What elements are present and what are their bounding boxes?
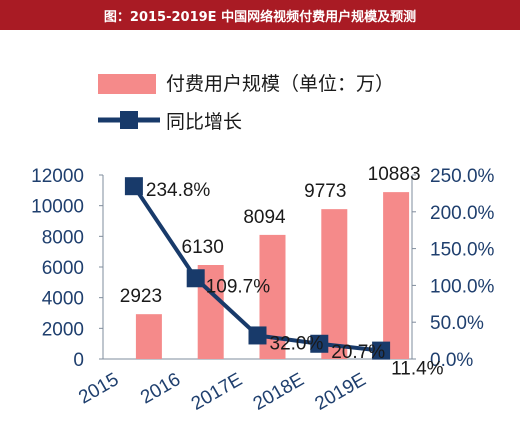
right-axis-tick-label: 250.0% — [430, 166, 495, 187]
x-axis-tick-label: 2015 — [75, 369, 122, 408]
line-marker — [310, 334, 329, 353]
bar — [383, 192, 410, 359]
line-value-label: 109.7% — [206, 276, 271, 297]
bar — [321, 209, 348, 359]
x-axis-tick-label: 2017E — [188, 369, 246, 415]
bar-value-label: 9773 — [304, 181, 346, 202]
bar-value-label: 2923 — [120, 286, 162, 307]
left-axis-tick-label: 10000 — [31, 197, 84, 218]
line-series — [124, 177, 391, 360]
combo-chart: 付费用户规模（单位：万） 同比增长 0 2000 4000 6000 8000 10000… — [31, 73, 495, 415]
left-axis-tick-label: 8000 — [42, 227, 84, 248]
left-axis-tick-label: 6000 — [42, 258, 84, 279]
x-axis-tick-label: 2019E — [312, 369, 370, 415]
right-axis-tick-label: 0.0% — [430, 350, 473, 371]
line-marker — [186, 269, 205, 288]
left-axis-tick-label: 4000 — [42, 289, 84, 310]
bar-value-label: 10883 — [368, 164, 421, 185]
bar-value-label: 6130 — [182, 237, 224, 258]
chart-title-bar: 图：2015-2019E 中国网络视频付费用户规模及预测 — [0, 0, 520, 30]
x-axis-tick-label: 2016 — [137, 369, 184, 408]
legend-line-marker — [120, 111, 138, 129]
left-axis-tick-label: 2000 — [42, 319, 84, 340]
line-marker — [124, 177, 143, 196]
line-value-label: 234.8% — [146, 180, 211, 201]
data-labels: 2923 6130 8094 9773 10883 234.8% 109.7% 32.0% 20… — [120, 164, 444, 379]
legend-bar-swatch — [98, 74, 156, 94]
line-value-label: 32.0% — [270, 333, 324, 354]
line-marker — [372, 341, 391, 360]
line-value-label: 20.7% — [331, 342, 385, 363]
chart-title: 图：2015-2019E 中国网络视频付费用户规模及预测 — [103, 9, 417, 25]
left-axis-tick-label: 0 — [73, 350, 84, 371]
right-axis-tick-label: 50.0% — [430, 313, 484, 334]
left-axis-tick-label: 12000 — [31, 166, 84, 187]
legend-line-label: 同比增长 — [166, 111, 242, 133]
x-axis-tick-label: 2018E — [250, 369, 308, 415]
right-axis-tick-label: 100.0% — [430, 276, 495, 297]
bar — [135, 314, 162, 359]
right-axis-tick-label: 150.0% — [430, 240, 495, 261]
line-marker — [248, 326, 267, 345]
right-axis-tick-label: 200.0% — [430, 203, 495, 224]
legend-bar-label: 付费用户规模（单位：万） — [166, 73, 394, 95]
line-value-label: 11.4% — [391, 359, 444, 380]
legend: 付费用户规模（单位：万） 同比增长 — [98, 73, 394, 133]
bar-value-label: 8094 — [243, 207, 286, 228]
